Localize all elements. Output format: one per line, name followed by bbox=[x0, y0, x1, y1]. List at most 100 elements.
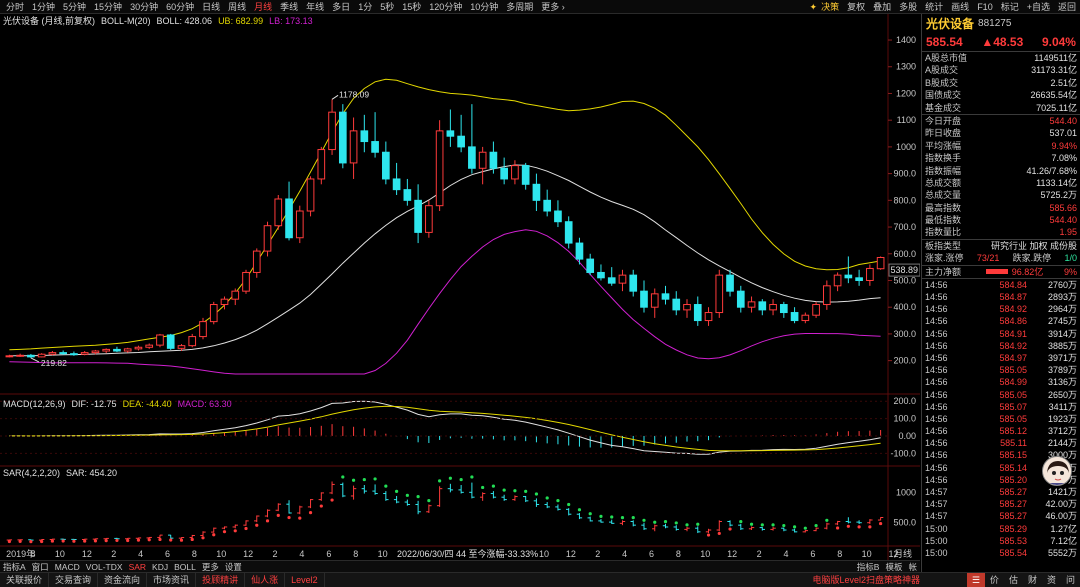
period-tab[interactable]: 30分钟 bbox=[130, 1, 159, 12]
assistant-avatar[interactable] bbox=[1042, 456, 1072, 486]
indicator-tab[interactable]: VOL-TDX bbox=[85, 561, 123, 572]
price-axis-label: 400.0 bbox=[893, 302, 916, 312]
indicator-tab[interactable]: 窗口 bbox=[31, 561, 49, 572]
indicator-tab-right[interactable]: 帐 bbox=[908, 561, 917, 572]
chart-area[interactable]: 1400 1300 1200 1100 1000 900.0 800.0 700.0 600.0… bbox=[0, 14, 920, 560]
mini-tool-button[interactable]: 财 bbox=[1027, 575, 1037, 585]
status-tab[interactable]: 投顾精讲 bbox=[196, 572, 246, 587]
kline-chart-svg[interactable]: 1400 1300 1200 1100 1000 900.0 800.0 700.0 600.0… bbox=[0, 14, 920, 560]
net-flow-label: 主力净额 bbox=[925, 267, 962, 278]
sar-dot bbox=[298, 516, 302, 520]
period-tab[interactable]: 15秒 bbox=[402, 1, 422, 12]
period-tab[interactable]: 15分钟 bbox=[94, 1, 123, 12]
status-tab[interactable]: Level2 bbox=[285, 572, 325, 587]
down-count-value: 1/0 bbox=[1064, 252, 1077, 263]
tick-row: 14:56 584.84 2760万 bbox=[922, 279, 1080, 291]
mini-tool-button[interactable]: 价 bbox=[989, 575, 999, 585]
period-tab[interactable]: 多日 bbox=[332, 1, 351, 12]
period-tab[interactable]: 1分 bbox=[358, 1, 373, 12]
status-tab[interactable]: 市场资讯 bbox=[147, 572, 197, 587]
indicator-tab[interactable]: 指标A bbox=[3, 561, 26, 572]
price-axis-label: 1100 bbox=[897, 115, 916, 125]
candle-body-down bbox=[382, 151, 390, 180]
period-tab[interactable]: 周线 bbox=[228, 1, 247, 12]
indicator-tab[interactable]: 设置 bbox=[224, 561, 242, 572]
sar-dot bbox=[739, 520, 743, 524]
toolbar-button[interactable]: 决策 bbox=[821, 2, 840, 12]
macd-dif-value: DIF: -12.75 bbox=[71, 399, 117, 409]
period-tab[interactable]: 10分钟 bbox=[470, 1, 499, 12]
stock-header: 光伏设备 881275 bbox=[922, 14, 1080, 32]
stock-name[interactable]: 光伏设备 bbox=[926, 16, 975, 31]
mini-tool-button[interactable]: 资 bbox=[1046, 575, 1056, 585]
tick-price: 585.05 bbox=[999, 413, 1027, 424]
toolbar-button[interactable]: 多股 bbox=[899, 2, 918, 12]
period-tab[interactable]: 分时 bbox=[6, 1, 25, 12]
candle-body-down bbox=[758, 301, 767, 311]
indicator-tab[interactable]: KDJ bbox=[152, 561, 169, 572]
sar-dot bbox=[72, 539, 76, 543]
candle-body-up bbox=[91, 350, 100, 354]
sector-type-value[interactable]: 研究行业 加权 成份股 bbox=[990, 240, 1077, 251]
toolbar-button[interactable]: 画线 bbox=[951, 2, 970, 12]
tick-row: 14:56 584.92 2964万 bbox=[922, 303, 1080, 315]
toolbar-button[interactable]: +自选 bbox=[1026, 2, 1050, 12]
toolbar-button[interactable]: 叠加 bbox=[873, 2, 892, 12]
index-info-row: 昨日收盘 537.01 bbox=[922, 127, 1080, 139]
indicator-tab[interactable]: BOLL bbox=[174, 561, 196, 572]
info-label: 平均涨幅 bbox=[925, 140, 962, 151]
toolbar-button[interactable]: 标记 bbox=[1000, 2, 1019, 12]
indicator-tab-right[interactable]: 模板 bbox=[885, 561, 903, 572]
sar-dot bbox=[341, 475, 345, 479]
sar-dot bbox=[233, 529, 237, 533]
macd-legend-title: MACD(12,26,9) bbox=[3, 399, 66, 409]
period-tab[interactable]: 1分钟 bbox=[32, 1, 56, 12]
period-tab[interactable]: 月线 bbox=[254, 1, 273, 12]
info-value: 7.08% bbox=[1051, 153, 1077, 164]
toolbar-button[interactable]: 返回 bbox=[1057, 2, 1076, 12]
tick-volume: 42.00万 bbox=[1045, 499, 1077, 510]
period-tab[interactable]: 季线 bbox=[280, 1, 299, 12]
status-tab[interactable]: 资金流向 bbox=[98, 572, 148, 587]
indicator-tab[interactable]: SAR bbox=[128, 561, 147, 572]
mini-tool-button[interactable]: 问 bbox=[1065, 575, 1075, 585]
sar-legend-title: SAR(4,2,2,20) bbox=[3, 468, 61, 478]
tick-volume: 5552万 bbox=[1047, 547, 1077, 558]
tick-list[interactable]: 14:56 584.84 2760万 14:56 584.87 2893万 14:56 584… bbox=[922, 279, 1080, 559]
toolbar-button[interactable]: F10 bbox=[977, 2, 993, 12]
period-tab[interactable]: 更多 › bbox=[541, 1, 565, 12]
period-tab[interactable]: 日线 bbox=[202, 1, 221, 12]
macd-axis-label: -100.0 bbox=[890, 448, 916, 458]
candle-body-up bbox=[425, 205, 433, 233]
period-tab[interactable]: 60分钟 bbox=[166, 1, 195, 12]
period-tab[interactable]: 120分钟 bbox=[429, 1, 463, 12]
candle-body-up bbox=[478, 151, 487, 169]
sar-dot bbox=[244, 526, 248, 531]
mini-tool-button[interactable]: 估 bbox=[1008, 575, 1018, 585]
promo-link[interactable]: 电脑版Level2扫盘策略神器 bbox=[812, 575, 920, 585]
period-tab[interactable]: 5分钟 bbox=[63, 1, 87, 12]
indicator-tab[interactable]: MACD bbox=[54, 561, 80, 572]
sar-dot bbox=[93, 539, 98, 543]
sar-value: SAR: 454.20 bbox=[66, 468, 118, 478]
status-tab[interactable]: 关联报价 bbox=[0, 572, 50, 587]
period-tab[interactable]: 多周期 bbox=[506, 1, 534, 12]
menu-icon[interactable]: ☰ bbox=[966, 573, 985, 587]
candle-body-up bbox=[866, 267, 874, 281]
x-axis-label: 12 bbox=[727, 549, 737, 559]
x-axis-label: 6 bbox=[326, 549, 331, 559]
status-tab[interactable]: 仙人涨 bbox=[245, 572, 286, 587]
sar-dot bbox=[136, 538, 141, 542]
indicator-tab[interactable]: 更多 bbox=[201, 561, 219, 572]
tick-row: 14:56 585.05 1923万 bbox=[922, 413, 1080, 425]
period-tab[interactable]: 年线 bbox=[306, 1, 325, 12]
sar-dot bbox=[706, 533, 711, 537]
toolbar-button[interactable]: 复权 bbox=[847, 2, 866, 12]
period-tab[interactable]: 5秒 bbox=[380, 1, 395, 12]
decision-star-icon[interactable]: ✦ bbox=[809, 2, 818, 12]
toolbar-button[interactable]: 统计 bbox=[925, 2, 944, 12]
indicator-tab-right[interactable]: 指标B bbox=[856, 561, 880, 572]
status-tab[interactable]: 交易查询 bbox=[49, 572, 99, 587]
sar-dot bbox=[534, 492, 539, 496]
tick-time: 14:56 bbox=[925, 279, 948, 290]
